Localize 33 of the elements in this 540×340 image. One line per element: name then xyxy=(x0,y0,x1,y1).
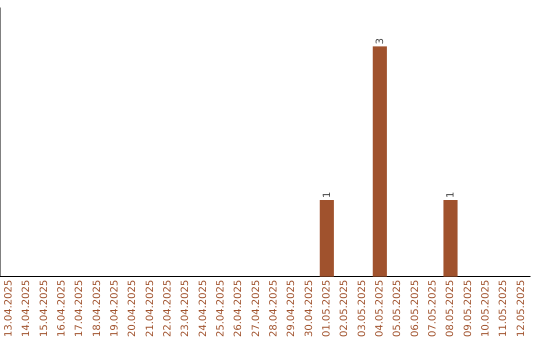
x-tick-label: 10.05.2025 xyxy=(480,280,492,338)
x-tick-label: 06.05.2025 xyxy=(410,280,421,338)
x-tick-label: 08.05.2025 xyxy=(445,280,456,338)
x-tick-label: 01.05.2025 xyxy=(321,280,332,338)
x-tick-label: 15.04.2025 xyxy=(38,280,50,338)
x-tick-label: 03.05.2025 xyxy=(356,280,368,338)
x-tick-label: 17.04.2025 xyxy=(74,280,86,338)
x-tick-label: 16.04.2025 xyxy=(56,280,68,338)
x-tick-label: 29.04.2025 xyxy=(286,280,298,338)
x-tick-label: 05.05.2025 xyxy=(392,280,404,338)
x-tick-label: 22.04.2025 xyxy=(162,280,174,338)
x-tick-label: 09.05.2025 xyxy=(462,280,474,338)
data-label: 1 xyxy=(322,192,333,198)
x-tick-label: 27.04.2025 xyxy=(250,280,262,338)
x-tick-label: 11.05.2025 xyxy=(498,280,510,338)
x-tick-label: 30.04.2025 xyxy=(304,280,315,338)
x-tick-label: 28.04.2025 xyxy=(268,280,280,338)
data-label: 1 xyxy=(446,192,456,198)
x-tick-label: 18.04.2025 xyxy=(92,280,103,338)
x-tick-label: 23.04.2025 xyxy=(180,280,192,338)
x-tick-label: 13.04.2025 xyxy=(3,280,14,338)
x-tick-label: 12.05.2025 xyxy=(516,280,527,338)
x-tick-label: 20.04.2025 xyxy=(127,280,138,338)
x-tick-label: 26.04.2025 xyxy=(233,280,244,338)
x-tick-label: 21.04.2025 xyxy=(144,280,156,338)
x-tick-label: 14.04.2025 xyxy=(21,280,32,338)
x-tick-label: 25.04.2025 xyxy=(215,280,226,338)
x-tick-label: 04.05.2025 xyxy=(374,280,386,338)
x-tick-label: 02.05.2025 xyxy=(339,280,350,338)
x-tick-label: 07.05.2025 xyxy=(427,280,438,338)
x-tick-label: 24.04.2025 xyxy=(198,280,209,338)
data-label: 3 xyxy=(374,38,386,44)
x-tick-label: 19.04.2025 xyxy=(109,280,120,338)
